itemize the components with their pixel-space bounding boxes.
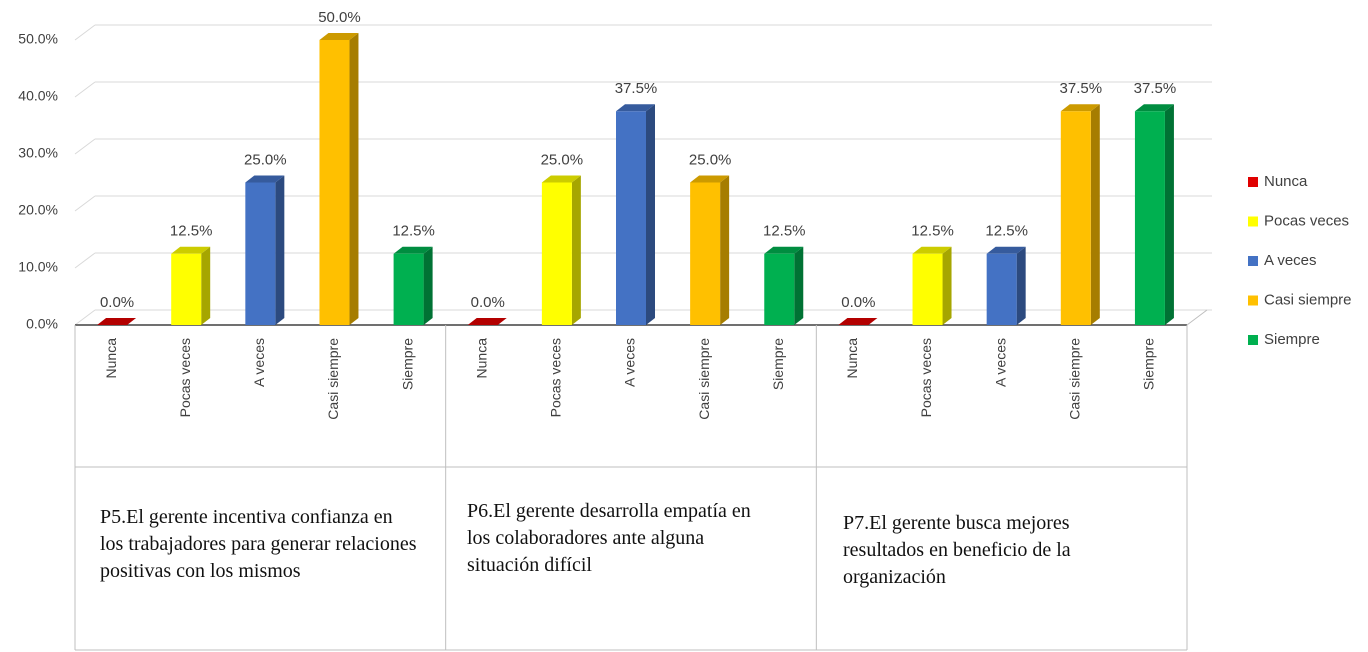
- bar-side: [646, 104, 655, 325]
- bar: [1060, 111, 1091, 325]
- bar-side: [794, 246, 804, 325]
- grid-line-side: [74, 24, 96, 41]
- bar: [319, 40, 350, 325]
- value-label: 12.5%: [392, 223, 435, 240]
- bar-top: [1060, 104, 1100, 112]
- bar-top: [912, 246, 952, 254]
- grid-line-side: [74, 252, 96, 269]
- bar: [393, 253, 424, 325]
- legend-label: Pocas veces: [1264, 212, 1349, 229]
- value-label: 25.0%: [689, 151, 732, 168]
- bar-top: [838, 318, 878, 325]
- value-label: 0.0%: [471, 294, 505, 311]
- bar-top: [171, 246, 211, 254]
- value-label: 0.0%: [100, 294, 134, 311]
- value-label: 12.5%: [911, 223, 954, 240]
- bar-side: [720, 175, 730, 325]
- grid-line-side: [74, 138, 96, 155]
- bar-side: [423, 246, 433, 325]
- grid-line-side: [74, 195, 96, 212]
- bar-side: [1016, 246, 1026, 325]
- x-tick-label: Pocas veces: [918, 338, 934, 417]
- bar: [912, 253, 943, 325]
- x-tick-label: Pocas veces: [177, 338, 193, 417]
- legend-swatch: [1248, 295, 1258, 306]
- bar: [690, 182, 721, 325]
- bar-side: [571, 175, 581, 325]
- x-tick-label: Casi siempre: [696, 338, 712, 420]
- bar-top: [97, 318, 137, 325]
- y-tick-label: 10.0%: [18, 259, 58, 275]
- x-tick-label: A veces: [992, 338, 1008, 387]
- x-tick-label: A veces: [251, 338, 267, 387]
- bar: [986, 253, 1017, 325]
- bar: [764, 253, 795, 325]
- x-tick-label: Siempre: [399, 338, 415, 390]
- value-label: 25.0%: [541, 151, 584, 168]
- bar-side: [201, 246, 211, 325]
- bar-top: [764, 246, 804, 254]
- legend-swatch: [1248, 335, 1258, 345]
- grid-line-side: [74, 309, 96, 326]
- legend-label: A veces: [1264, 252, 1317, 269]
- x-tick-label: Siempre: [770, 338, 786, 390]
- legend-swatch: [1248, 256, 1258, 266]
- x-tick-label: Pocas veces: [548, 338, 564, 417]
- y-tick-label: 30.0%: [18, 145, 58, 161]
- x-tick-label: Casi siempre: [325, 338, 341, 420]
- value-label: 50.0%: [318, 9, 361, 26]
- y-tick-label: 20.0%: [18, 202, 58, 218]
- bar-side: [1090, 104, 1100, 325]
- legend-label: Siempre: [1264, 331, 1320, 348]
- bar-side: [1164, 104, 1174, 325]
- value-label: 12.5%: [763, 223, 806, 240]
- bar: [616, 111, 646, 325]
- bar: [245, 182, 276, 325]
- value-label: 37.5%: [615, 80, 658, 97]
- category-label: P6.El gerente desarrolla empatía en los …: [467, 500, 751, 576]
- bar: [171, 253, 202, 325]
- x-tick-label: Nunca: [103, 338, 119, 379]
- bar-top: [393, 246, 433, 254]
- bar-top: [1134, 104, 1174, 112]
- category-label: P5.El gerente incentiva confianza en los…: [100, 506, 417, 582]
- x-tick-label: Casi siempre: [1067, 338, 1083, 420]
- category-label: P7.El gerente busca mejores resultados e…: [843, 512, 1071, 588]
- value-label: 0.0%: [841, 294, 875, 311]
- value-label: 37.5%: [1060, 80, 1103, 97]
- x-tick-label: Nunca: [473, 338, 489, 379]
- value-label: 37.5%: [1134, 80, 1177, 97]
- bar-side: [349, 33, 359, 325]
- y-tick-label: 40.0%: [18, 88, 58, 104]
- bar: [541, 182, 572, 325]
- bar-top: [690, 175, 730, 183]
- y-tick-label: 50.0%: [18, 31, 58, 47]
- axis-floor: [1186, 309, 1208, 326]
- value-label: 12.5%: [985, 223, 1028, 240]
- bar-side: [942, 246, 952, 325]
- grid-line-side: [74, 81, 96, 98]
- x-tick-label: A veces: [622, 338, 638, 387]
- bar-top: [986, 246, 1026, 254]
- x-tick-label: Nunca: [844, 338, 860, 379]
- legend-label: Nunca: [1264, 173, 1308, 190]
- legend-swatch: [1248, 177, 1258, 187]
- bar-top: [319, 33, 359, 40]
- x-tick-label: Siempre: [1141, 338, 1157, 390]
- bar-top: [616, 104, 655, 112]
- value-label: 25.0%: [244, 151, 287, 168]
- bar: [1134, 111, 1165, 325]
- bar-side: [275, 175, 285, 325]
- value-label: 12.5%: [170, 223, 213, 240]
- y-tick-label: 0.0%: [26, 316, 58, 332]
- bar-top: [245, 175, 285, 183]
- bar-top: [467, 318, 507, 325]
- bar-top: [541, 175, 581, 183]
- legend-label: Casi siempre: [1264, 291, 1352, 308]
- legend-swatch: [1248, 216, 1258, 227]
